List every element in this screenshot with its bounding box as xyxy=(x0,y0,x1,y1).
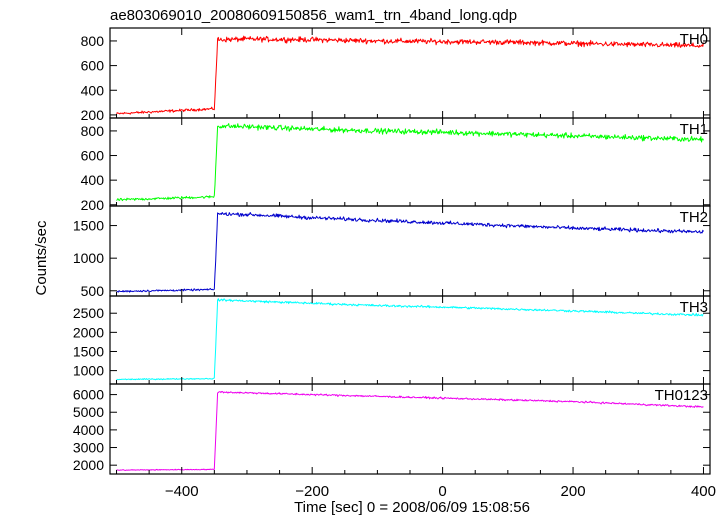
y-tick-label: 600 xyxy=(81,58,105,74)
y-tick-label: 2500 xyxy=(73,305,104,321)
y-tick-label: 400 xyxy=(81,82,105,98)
series-line-th0123 xyxy=(116,391,704,471)
series-name-label: TH0123 xyxy=(655,387,708,404)
panels-group: 200 400 600 800 TH0 200 400 600 800 TH1 500 1000 150… xyxy=(73,27,716,500)
y-tick-label: 2000 xyxy=(73,457,104,473)
y-tick-label: 500 xyxy=(81,283,105,299)
panel-th3: 1000 1500 2000 2500 TH3 xyxy=(73,295,711,385)
x-tick-label: 400 xyxy=(691,483,716,500)
x-tick-label: −400 xyxy=(165,483,199,500)
y-tick-label: 800 xyxy=(81,123,105,139)
y-tick-label: 1500 xyxy=(73,343,104,359)
y-tick-label: 600 xyxy=(81,148,105,164)
series-name-label: TH0 xyxy=(680,31,708,48)
series-line-th1 xyxy=(116,123,704,202)
panel-th1: 200 400 600 800 TH1 xyxy=(81,117,711,213)
series-name-label: TH3 xyxy=(680,299,708,316)
series-line-th0 xyxy=(116,35,704,115)
x-tick-label: −200 xyxy=(295,483,329,500)
chart-title: ae803069010_20080609150856_wam1_trn_4ban… xyxy=(110,7,517,24)
y-tick-label: 4000 xyxy=(73,422,104,438)
series-name-label: TH2 xyxy=(680,209,708,226)
y-tick-label: 5000 xyxy=(73,404,104,420)
x-axis-label: Time [sec] 0 = 2008/06/09 15:08:56 xyxy=(294,499,530,516)
y-axis-label: Counts/sec xyxy=(33,220,50,296)
y-tick-label: 2000 xyxy=(73,324,104,340)
y-tick-label: 1500 xyxy=(73,218,104,234)
series-name-label: TH1 xyxy=(680,121,708,138)
series-line-th3 xyxy=(116,298,704,381)
x-tick-label: 0 xyxy=(438,483,446,500)
panel-frame xyxy=(109,295,711,385)
panel-frame xyxy=(109,205,711,297)
y-tick-label: 800 xyxy=(81,33,105,49)
x-tick-label: 200 xyxy=(561,483,586,500)
y-tick-label: 1000 xyxy=(73,363,104,379)
y-tick-label: 200 xyxy=(81,107,105,123)
y-tick-label: 1000 xyxy=(73,250,104,266)
y-tick-label: 6000 xyxy=(73,387,104,403)
series-line-th2 xyxy=(116,212,704,293)
y-tick-label: 3000 xyxy=(73,440,104,456)
y-tick-label: 200 xyxy=(81,197,105,213)
panel-th2: 500 1000 1500 TH2 xyxy=(73,205,711,299)
panel-th0: 200 400 600 800 TH0 xyxy=(81,27,711,123)
y-tick-label: 400 xyxy=(81,172,105,188)
